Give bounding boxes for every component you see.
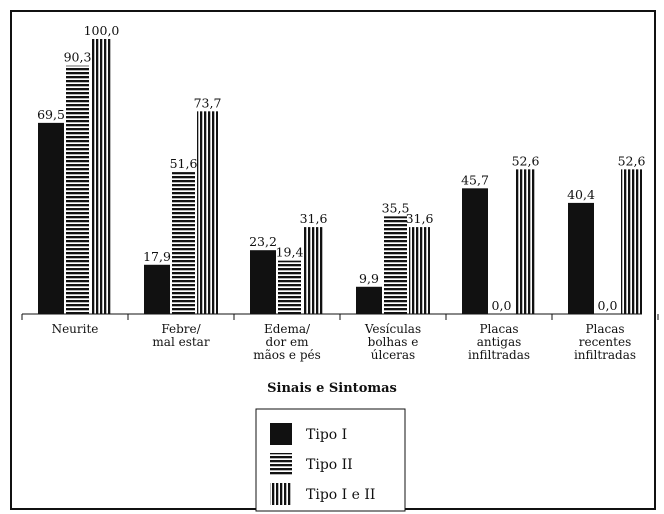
bar-2-3	[278, 260, 301, 314]
bar-1-1	[38, 122, 64, 314]
value-label: 73,7	[194, 95, 222, 110]
legend-label: Tipo II	[306, 457, 353, 473]
bar-1-3	[250, 250, 276, 314]
value-label: 0,0	[598, 298, 618, 313]
bar-2-4	[384, 216, 407, 314]
bar-1-4	[356, 286, 382, 314]
value-label: 90,3	[64, 50, 92, 65]
x-axis-title: Sinais e Sintomas	[267, 381, 397, 396]
value-label: 52,6	[512, 153, 540, 168]
bar-3-6	[621, 169, 642, 314]
x-ticks	[21, 314, 659, 320]
value-label: 0,0	[492, 298, 512, 313]
bar-2-1	[66, 65, 89, 314]
bar-1-2	[144, 264, 170, 314]
bar-3-4	[409, 227, 430, 314]
legend-swatch	[270, 423, 292, 445]
category-label: Placas	[479, 322, 518, 336]
value-label: 31,6	[406, 211, 434, 226]
value-label: 17,9	[143, 249, 171, 264]
value-label: 52,6	[618, 153, 646, 168]
bar-1-5	[462, 188, 488, 314]
category-label: mal estar	[152, 335, 209, 349]
category-label: úlceras	[371, 348, 415, 362]
category-label: Edema/	[264, 322, 311, 336]
bar-1-6	[568, 202, 594, 314]
bar-3-1	[91, 39, 112, 314]
category-label: Placas	[585, 322, 624, 336]
bars	[38, 39, 642, 314]
bar-3-5	[515, 169, 536, 314]
category-label: antigas	[477, 335, 522, 349]
category-label: dor em	[266, 335, 310, 349]
value-label: 19,4	[276, 245, 304, 260]
value-label: 23,2	[249, 234, 277, 249]
bar-3-3	[303, 227, 324, 314]
category-label: Neurite	[52, 322, 99, 336]
category-label: Febre/	[161, 322, 201, 336]
value-label: 51,6	[170, 156, 198, 171]
category-label: infiltradas	[468, 348, 530, 362]
value-labels: 69,5 90,3 100,0 17,9 51,6 73,7 23,219,4 31,6 9,9…	[37, 23, 645, 313]
category-label: Vesículas	[364, 322, 421, 336]
legend-label: Tipo I	[306, 427, 347, 443]
value-label: 45,7	[461, 172, 489, 187]
value-label: 69,5	[37, 107, 65, 122]
legend-swatch	[270, 483, 292, 505]
legend-label: Tipo I e II	[306, 487, 375, 503]
value-label: 40,4	[567, 187, 595, 202]
legend-swatch	[270, 453, 292, 475]
value-label: 35,5	[382, 200, 410, 215]
value-label: 31,6	[300, 211, 328, 226]
category-label: recentes	[579, 335, 631, 349]
category-label: bolhas e	[368, 335, 419, 349]
bar-3-2	[197, 111, 218, 314]
category-label: mãos e pés	[253, 348, 321, 362]
category-label: infiltradas	[574, 348, 636, 362]
value-label: 9,9	[359, 271, 379, 286]
bar-2-2	[172, 172, 195, 314]
value-label: 100,0	[84, 23, 120, 38]
legend: Tipo I Tipo II Tipo I e II	[255, 408, 406, 512]
